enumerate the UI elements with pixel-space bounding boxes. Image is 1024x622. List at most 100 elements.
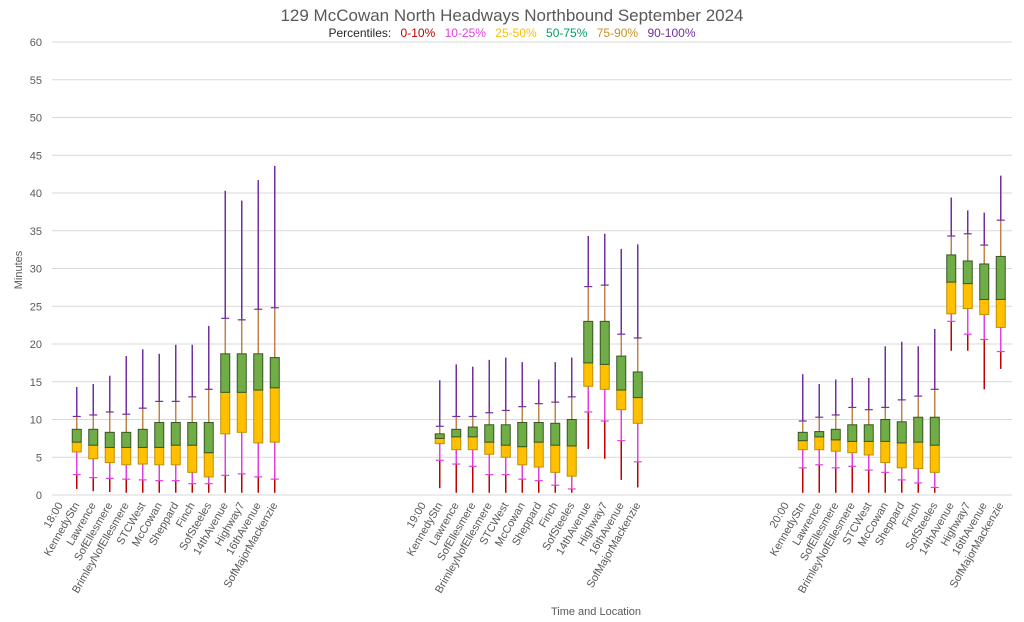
box-KennedyStn [797, 374, 808, 493]
box-16thAvenue [616, 248, 627, 480]
box-50-75 [962, 260, 973, 285]
box-50-75 [797, 431, 808, 442]
x-axis-title: Time and Location [551, 606, 641, 618]
box-50-75 [71, 428, 82, 443]
y-tick-label: 0 [36, 490, 42, 502]
box-25-50 [847, 440, 858, 454]
box-SofMajorMackenzie [632, 244, 643, 488]
box-25-50 [533, 441, 544, 468]
box-25-50 [583, 362, 594, 387]
y-axis-ticks: 0 5 10 15 20 25 30 35 40 45 50 55 60 [30, 37, 42, 502]
box-50-75 [500, 424, 511, 446]
box-STCWest [137, 349, 148, 493]
box-SofEllesmere [467, 366, 478, 493]
box-50-75 [88, 428, 99, 446]
box-25-50 [500, 444, 511, 458]
box-BrimleyNofEllesmere [847, 377, 858, 493]
box-McCowan [517, 362, 528, 493]
box-25-50 [253, 389, 264, 444]
y-tick-label: 5 [36, 452, 42, 464]
box-50-75 [121, 431, 132, 448]
box-50-75 [550, 422, 561, 446]
box-Highway7 [962, 210, 973, 351]
box-Sheppard [533, 379, 544, 493]
box-25-50 [599, 363, 610, 390]
box-25-50 [187, 444, 198, 473]
box-Lawrence [814, 384, 825, 493]
legend-entry: 10-25% [444, 26, 486, 40]
box-25-50 [632, 397, 643, 424]
box-25-50 [104, 446, 115, 464]
box-50-75 [599, 320, 610, 365]
box-50-75 [979, 263, 990, 300]
box-25-50 [154, 446, 165, 466]
box-BrimleyNofEllesmere [121, 356, 132, 493]
plot-marks [71, 165, 1006, 493]
box-25-50 [979, 298, 990, 316]
box-KennedyStn [434, 380, 445, 489]
box-STCWest [500, 357, 511, 493]
box-SofEllesmere [104, 375, 115, 492]
legend-entry: 75-90% [596, 26, 639, 40]
box-50-75 [616, 355, 627, 391]
box-25-50 [484, 441, 495, 455]
box-25-50 [71, 441, 82, 453]
y-tick-label: 35 [30, 226, 42, 238]
box-14thAvenue [946, 197, 957, 351]
box-25-50 [830, 439, 841, 452]
box-50-75 [946, 254, 957, 283]
box-50-75 [269, 357, 280, 389]
box-Lawrence [88, 384, 99, 492]
box-25-50 [566, 445, 577, 477]
box-McCowan [880, 346, 891, 493]
y-tick-label: 15 [30, 377, 42, 389]
box-25-50 [797, 440, 808, 451]
box-25-50 [814, 436, 825, 451]
y-tick-label: 60 [30, 37, 42, 49]
gridlines [52, 41, 1012, 496]
box-50-75 [632, 371, 643, 399]
box-Highway7 [599, 233, 610, 459]
box-50-75 [517, 422, 528, 448]
box-14thAvenue [220, 190, 231, 493]
box-Finch [187, 344, 198, 493]
box-50-75 [566, 419, 577, 447]
box-25-50 [946, 281, 957, 315]
y-tick-label: 55 [30, 75, 42, 87]
box-Finch [913, 346, 924, 493]
y-tick-label: 50 [30, 113, 42, 125]
box-50-75 [533, 422, 544, 443]
box-McCowan [154, 353, 165, 493]
box-25-50 [913, 441, 924, 470]
chart-title: 129 McCowan North Headways Northbound Se… [280, 6, 744, 25]
box-25-50 [550, 444, 561, 473]
box-50-75 [830, 428, 841, 441]
box-25-50 [962, 283, 973, 310]
x-axis-ticks: 18:00KennedyStnLawrenceSofEllesmereBriml… [42, 500, 1007, 595]
box-Sheppard [170, 344, 181, 493]
box-Sheppard [896, 341, 907, 493]
box-50-75 [896, 421, 907, 444]
box-25-50 [220, 391, 231, 435]
box-25-50 [88, 444, 99, 460]
y-tick-label: 20 [30, 339, 42, 351]
box-SofMajorMackenzie [269, 165, 280, 493]
box-Highway7 [236, 200, 247, 493]
legend-entry: 90-100% [647, 26, 696, 40]
legend: Percentiles: 0-10% 10-25% 25-50% 50-75% … [0, 26, 1024, 40]
box-16thAvenue [979, 212, 990, 390]
box-50-75 [814, 431, 825, 438]
box-50-75 [154, 422, 165, 448]
box-25-50 [616, 389, 627, 411]
box-25-50 [896, 442, 907, 469]
y-tick-label: 10 [30, 415, 42, 427]
legend-entry: 0-10% [400, 26, 436, 40]
box-50-75 [484, 424, 495, 443]
box-50-75 [236, 353, 247, 393]
box-50-75 [847, 424, 858, 442]
box-25-50 [269, 387, 280, 443]
box-50-75 [995, 255, 1006, 300]
y-tick-label: 40 [30, 188, 42, 200]
box-16thAvenue [253, 180, 264, 493]
box-14thAvenue [583, 236, 594, 449]
